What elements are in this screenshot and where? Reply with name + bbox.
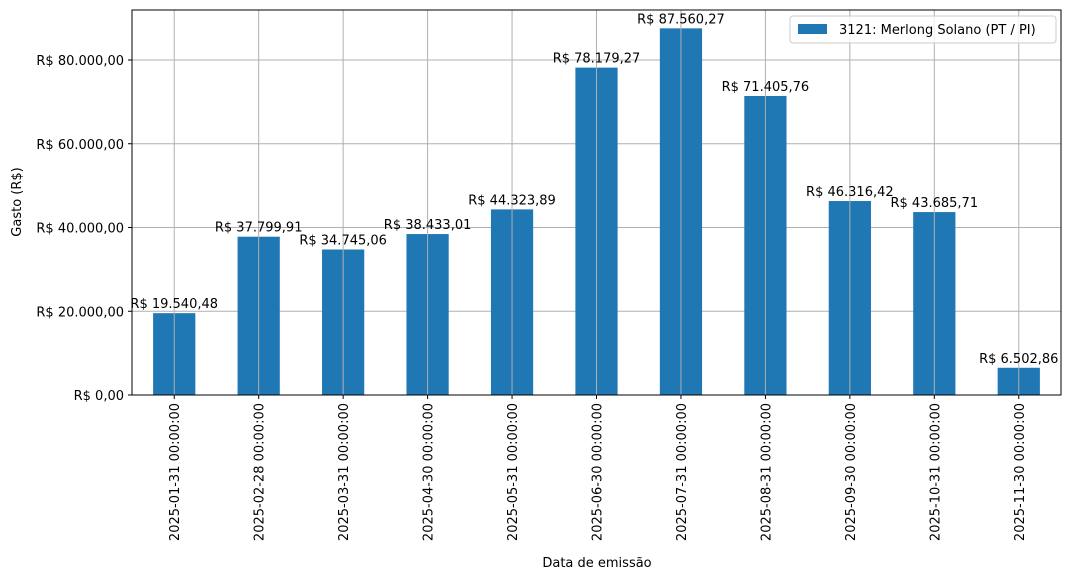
bar-value-label: R$ 46.316,42	[806, 185, 894, 200]
x-tick-label: 2025-04-30 00:00:00	[422, 403, 437, 541]
bar-value-label: R$ 38.433,01	[384, 218, 472, 233]
x-tick-label: 2025-01-31 00:00:00	[168, 403, 183, 541]
bar-value-labels: R$ 19.540,48 R$ 37.799,91R$ 34.745,06R$ 3…	[130, 12, 1058, 366]
x-tick-label: 2025-11-30 00:00:00	[1013, 403, 1028, 541]
x-tick-label: 2025-08-31 00:00:00	[759, 403, 774, 541]
bar-value-label: R$ 71.405,76	[722, 80, 810, 95]
bars	[153, 10, 1040, 396]
legend-swatch	[798, 24, 827, 34]
x-axis: 2025-01-31 00:00:00 2025-02-28 00:00:00 20…	[168, 395, 1028, 541]
bar-value-label: R$ 37.799,91	[215, 221, 303, 236]
x-tick-label: 2025-09-30 00:00:00	[844, 403, 859, 541]
x-tick-label: 2025-03-31 00:00:00	[337, 403, 352, 541]
x-tick-label: 2025-10-31 00:00:00	[928, 403, 943, 541]
bar-value-label: R$ 43.685,71	[891, 196, 979, 211]
x-axis-title: Data de emissão	[542, 556, 651, 571]
legend-label: 3121: Merlong Solano (PT / PI)	[839, 23, 1036, 38]
y-tick-label: R$ 0,00	[74, 389, 124, 404]
y-tick-label: R$ 20.000,00	[36, 305, 124, 320]
bar-value-label: R$ 87.560,27	[637, 12, 725, 27]
bar-value-label: R$ 19.540,48	[130, 297, 218, 312]
y-tick-label: R$ 40.000,00	[36, 222, 124, 237]
y-tick-label: R$ 80.000,00	[36, 54, 124, 69]
x-tick-label: 2025-06-30 00:00:00	[591, 403, 606, 541]
legend-box	[789, 15, 1057, 44]
y-axis-title: Gasto (R$)	[10, 167, 25, 236]
bar-value-label: R$ 6.502,86	[979, 352, 1058, 367]
legend: 3121: Merlong Solano (PT / PI)	[789, 15, 1057, 44]
y-axis: R$ 0,00 R$ 20.000,00 R$ 40.000,00 R$ 60.000…	[36, 54, 132, 404]
bar-value-label: R$ 78.179,27	[553, 52, 641, 67]
x-tick-label: 2025-02-28 00:00:00	[253, 403, 268, 541]
bar-value-label: R$ 44.323,89	[468, 193, 556, 208]
y-tick-label: R$ 60.000,00	[36, 138, 124, 153]
x-tick-label: 2025-07-31 00:00:00	[675, 403, 690, 541]
x-tick-label: 2025-05-31 00:00:00	[506, 403, 521, 541]
bar-value-label: R$ 34.745,06	[299, 234, 387, 249]
